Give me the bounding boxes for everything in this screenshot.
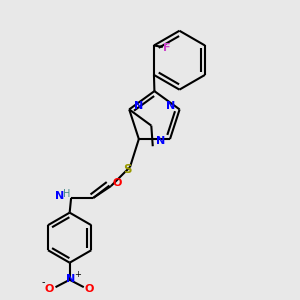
Text: O: O xyxy=(112,178,122,188)
Text: N: N xyxy=(134,101,143,112)
Text: F: F xyxy=(164,44,171,53)
Text: -: - xyxy=(41,277,45,287)
Text: N: N xyxy=(166,101,175,112)
Text: O: O xyxy=(85,284,94,294)
Text: +: + xyxy=(74,270,81,279)
Text: S: S xyxy=(123,164,131,176)
Text: O: O xyxy=(45,284,54,294)
Text: H: H xyxy=(63,189,70,200)
Text: N: N xyxy=(55,191,64,202)
Text: N: N xyxy=(156,136,165,146)
Text: N: N xyxy=(67,274,76,284)
